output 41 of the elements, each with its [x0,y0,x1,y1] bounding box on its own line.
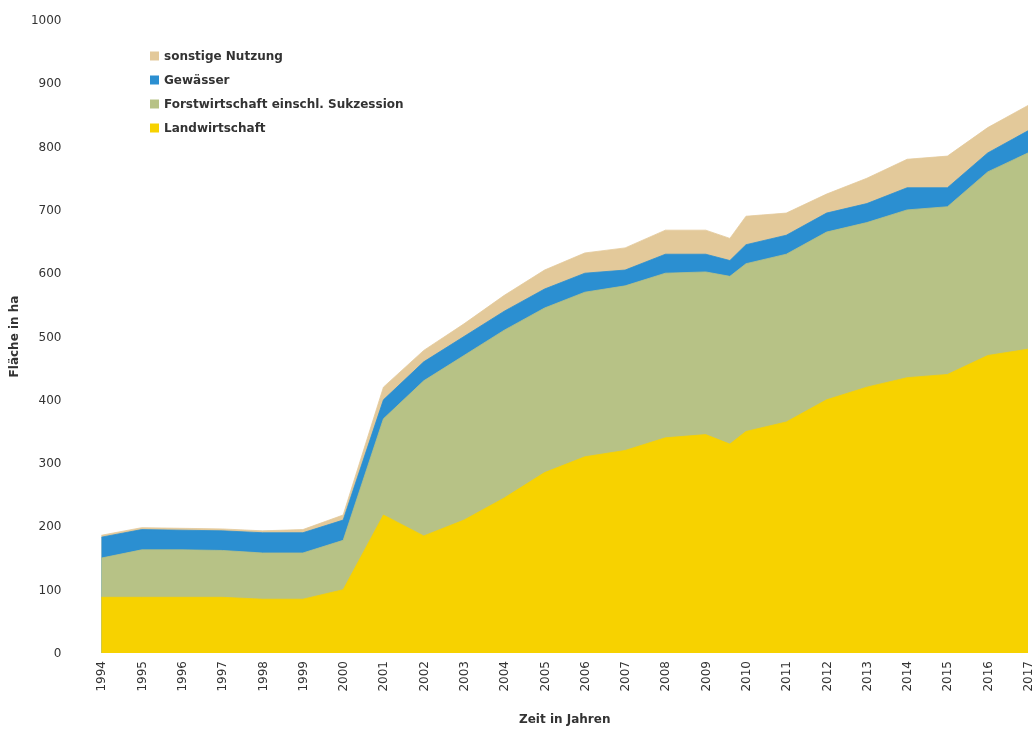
y-tick-label: 700 [38,202,62,217]
y-tick-label: 100 [38,582,62,597]
legend-label: Gewässer [164,73,230,87]
y-axis-title: Fläche in ha [7,295,21,378]
y-tick-label: 0 [53,646,62,660]
x-tick-label: 2010 [739,661,753,692]
y-tick-label: 900 [38,76,62,91]
y-tick-label: 500 [38,329,62,344]
x-tick-label: 2017 [1021,661,1035,692]
y-tick-label: 400 [38,392,62,407]
y-tick-label: 200 [38,519,62,534]
x-tick-label: 2015 [940,661,955,692]
x-tick-label: 1996 [175,661,190,692]
x-tick-label: 2011 [779,661,794,692]
x-tick-label: 2004 [497,661,512,692]
x-tick-label: 2005 [537,661,552,692]
x-tick-label: 2007 [618,661,633,692]
x-tick-label: 2009 [698,661,713,692]
x-tick-label: 2006 [577,661,592,692]
legend-label: Landwirtschaft [164,121,266,135]
x-axis-title: Zeit in Jahren [519,712,611,726]
x-tick-label: 2002 [416,661,431,692]
x-tick-label: 1999 [295,661,310,692]
y-tick-label: 800 [38,139,62,154]
x-tick-label: 1995 [134,661,149,692]
y-tick-label: 1000 [30,13,62,27]
legend-label: Forstwirtschaft einschl. Sukzession [164,97,404,111]
x-tick-label: 2001 [376,661,391,692]
x-tick-label: 2000 [336,661,351,692]
x-tick-label: 2013 [859,661,874,692]
y-tick-label: 300 [38,456,62,471]
x-tick-label: 1994 [94,661,109,692]
x-tick-label: 2012 [819,661,834,692]
x-tick-label: 2016 [980,661,995,692]
x-tick-label: 1997 [215,661,230,692]
legend-label: sonstige Nutzung [164,49,283,63]
x-tick-label: 2003 [457,661,472,692]
x-tick-label: 2014 [900,661,915,692]
x-tick-label: 1998 [255,661,270,692]
y-tick-label: 600 [38,266,62,281]
x-tick-label: 2008 [658,661,673,692]
